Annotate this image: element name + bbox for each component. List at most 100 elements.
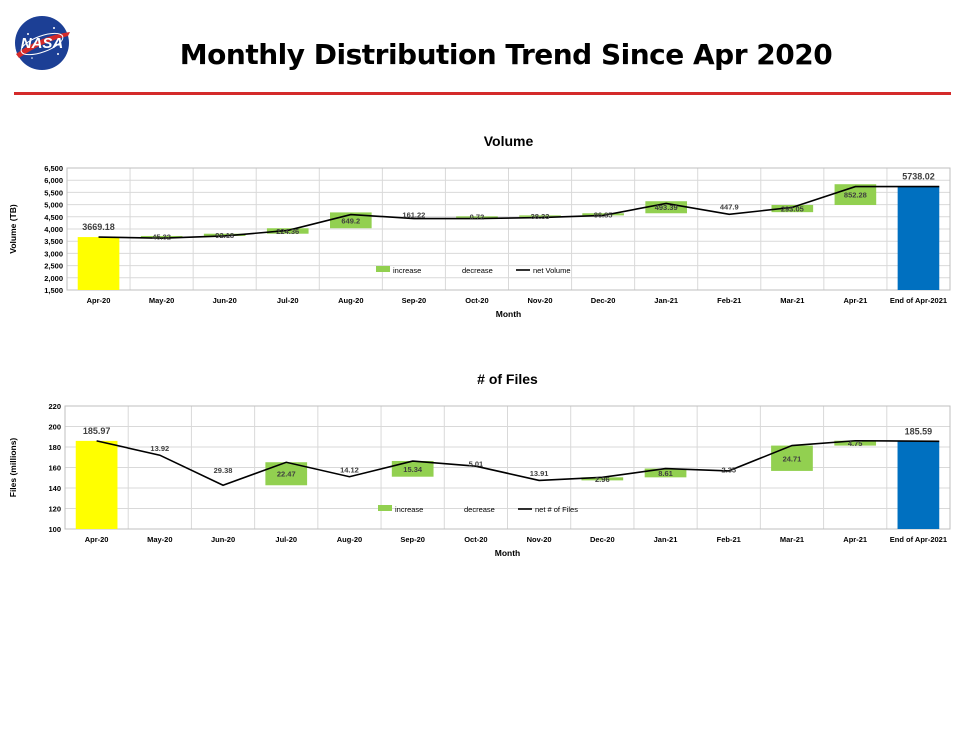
files-data-label: 15.34 (403, 465, 423, 474)
volume-y-tick-label: 3,000 (44, 249, 63, 258)
files-data-label: 5.01 (469, 460, 484, 469)
volume-increase-bar (582, 213, 624, 216)
files-x-tick-label: Aug-20 (337, 535, 362, 544)
volume-x-tick-label: Sep-20 (402, 296, 427, 305)
volume-x-tick-label: Jun-20 (213, 296, 237, 305)
nasa-logo: NASA (15, 16, 70, 70)
volume-y-tick-label: 6,500 (44, 164, 63, 173)
volume-data-label: 493.39 (655, 203, 678, 212)
files-data-label: 185.59 (905, 426, 933, 436)
volume-increase-bar (645, 201, 687, 214)
volume-y-tick-label: 2,000 (44, 274, 63, 283)
files-net-line (96, 439, 940, 487)
volume-x-tick-label: Mar-21 (780, 296, 804, 305)
files-data-label: 2.35 (721, 466, 736, 475)
files-y-tick-label: 100 (48, 525, 61, 534)
volume-y-tick-label: 1,500 (44, 286, 63, 295)
files-y-tick-label: 180 (48, 443, 61, 452)
volume-x-axis-label: Month (496, 309, 522, 319)
files-data-label: 14.12 (340, 465, 359, 474)
volume-x-tick-label: Aug-20 (338, 296, 363, 305)
files-x-tick-label: Oct-20 (464, 535, 487, 544)
volume-y-tick-label: 2,500 (44, 262, 63, 271)
files-start-bar (75, 440, 118, 529)
volume-data-label: 3669.18 (82, 222, 115, 232)
volume-y-tick-label: 3,500 (44, 237, 63, 246)
files-legend-net-label: net # of Files (535, 505, 578, 514)
files-legend-increase-label: increase (395, 505, 423, 514)
files-increase-bar (391, 460, 434, 477)
volume-increase-bar (519, 215, 561, 217)
files-x-tick-label: May-20 (147, 535, 172, 544)
volume-x-tick-label: Jan-21 (654, 296, 678, 305)
files-x-tick-label: Apr-21 (843, 535, 867, 544)
volume-y-tick-label: 4,500 (44, 213, 63, 222)
files-y-tick-label: 140 (48, 484, 61, 493)
volume-chart: Volume 1,500 2,000 2,500 3,000 3,500 4,000 4,50… (8, 133, 951, 319)
files-data-label: 4.75 (848, 439, 863, 448)
volume-increase-bar (771, 205, 814, 213)
files-increase-bar (644, 468, 687, 478)
volume-data-label: 45.32 (152, 233, 171, 242)
files-y-tick-label: 120 (48, 505, 61, 514)
volume-data-label: 161.22 (402, 210, 425, 219)
files-increase-bar (834, 440, 877, 446)
files-data-label: 22.47 (277, 470, 296, 479)
volume-chart-title: Volume (484, 133, 534, 149)
files-y-tick-label: 220 (48, 402, 61, 411)
volume-x-tick-label: Feb-21 (717, 296, 741, 305)
volume-data-label: 224.36 (276, 227, 299, 236)
volume-increase-bar (456, 216, 498, 218)
files-x-tick-label: Jul-20 (275, 535, 297, 544)
files-data-label: 8.61 (658, 469, 673, 478)
volume-increase-bar (140, 235, 183, 238)
files-x-axis-label: Month (495, 548, 521, 558)
volume-data-label: 5738.02 (902, 172, 935, 182)
files-x-tick-label: Jun-20 (211, 535, 235, 544)
volume-data-label: 0.72 (470, 212, 485, 221)
files-chart-title: # of Files (477, 371, 538, 387)
files-x-tick-label: Jan-21 (654, 535, 678, 544)
volume-legend-decrease-label: decrease (462, 266, 493, 275)
volume-data-label: 92.18 (215, 231, 234, 240)
volume-increase-bar (203, 233, 246, 236)
files-increase-bar (581, 477, 624, 481)
files-increase-bar (771, 445, 813, 471)
volume-data-label: 38.33 (531, 212, 550, 221)
volume-x-tick-label: Nov-20 (528, 296, 553, 305)
volume-data-label: 649.2 (341, 216, 360, 225)
volume-legend-increase-label: increase (393, 266, 421, 275)
volume-x-tick-label: Apr-20 (87, 296, 111, 305)
files-data-label: 13.92 (150, 444, 169, 453)
volume-x-tick-label: Oct-20 (465, 296, 488, 305)
files-data-label: 13.91 (530, 469, 549, 478)
files-x-tick-label: Nov-20 (527, 535, 552, 544)
volume-y-tick-label: 5,000 (44, 201, 63, 210)
page-title: Monthly Distribution Trend Since Apr 202… (179, 38, 833, 71)
volume-start-bar (77, 237, 120, 290)
files-y-tick-label: 160 (48, 464, 61, 473)
files-plot-area (64, 405, 951, 530)
files-chart: # of Files 100 120 140 160 180 200 220 185.97 13.… (8, 371, 951, 558)
title-rule (14, 92, 951, 95)
files-x-tick-label: Mar-21 (780, 535, 804, 544)
files-legend-decrease-label: decrease (464, 505, 495, 514)
files-increase-bar (265, 462, 308, 486)
volume-x-tick-label: Apr-21 (844, 296, 868, 305)
files-x-tick-label: Feb-21 (717, 535, 741, 544)
files-data-label: 2.96 (595, 475, 610, 484)
volume-legend-net-label: net Volume (533, 266, 571, 275)
files-data-label: 24.71 (783, 454, 802, 463)
volume-data-label: 86.85 (594, 210, 613, 219)
files-end-bar (897, 441, 940, 529)
volume-net-line (98, 185, 940, 239)
volume-x-tick-label: Jul-20 (277, 296, 299, 305)
volume-y-axis-label: Volume (TB) (8, 204, 18, 254)
volume-legend-increase-swatch (376, 266, 390, 272)
volume-x-tick-label: End of Apr-2021 (890, 296, 947, 305)
volume-increase-bar (330, 212, 372, 229)
volume-end-bar (897, 186, 940, 290)
volume-data-label: 447.9 (720, 203, 739, 212)
volume-y-tick-label: 4,000 (44, 225, 63, 234)
files-y-axis-label: Files (millions) (8, 438, 18, 498)
